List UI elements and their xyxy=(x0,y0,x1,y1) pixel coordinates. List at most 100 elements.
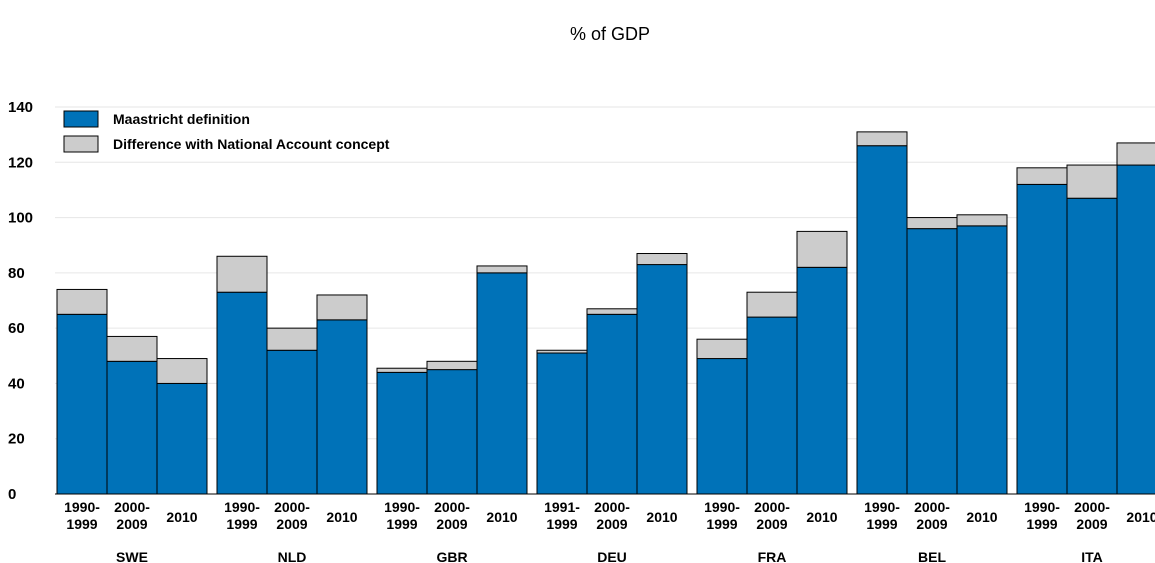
bar-maastricht xyxy=(906,228,958,495)
bar-difference xyxy=(746,291,798,318)
bar-difference xyxy=(1066,164,1118,199)
bar-difference xyxy=(106,335,158,362)
bar-difference xyxy=(1116,142,1155,166)
bar-maastricht xyxy=(376,371,428,495)
x-tick-label: 2010 xyxy=(326,509,357,525)
x-tick-label: 2009 xyxy=(596,516,627,532)
group-label: SWE xyxy=(116,549,148,563)
legend: Maastricht definition Difference with Na… xyxy=(63,110,390,153)
bar-maastricht xyxy=(796,266,848,495)
x-tick-label: 1999 xyxy=(386,516,417,532)
bar-maastricht xyxy=(856,145,908,495)
bar-difference xyxy=(536,349,588,354)
bar-maastricht xyxy=(476,272,528,495)
group-label: DEU xyxy=(597,549,627,563)
x-tick-label: 2009 xyxy=(756,516,787,532)
group-label: BEL xyxy=(918,549,946,563)
y-tick-label: 0 xyxy=(8,486,16,503)
bar-maastricht xyxy=(1066,197,1118,495)
bar-difference xyxy=(376,367,428,373)
x-tick-label: 1990- xyxy=(1024,499,1060,515)
bar-maastricht xyxy=(956,225,1008,495)
bars xyxy=(55,131,1155,495)
bar-difference xyxy=(156,358,208,384)
x-tick-label: 2009 xyxy=(276,516,307,532)
x-tick-label: 2000- xyxy=(914,499,950,515)
bar-maastricht xyxy=(426,369,478,495)
bar-maastricht xyxy=(266,349,318,495)
x-tick-label: 1999 xyxy=(1026,516,1057,532)
x-tick-label: 1991- xyxy=(544,499,580,515)
y-axis: 0 20 40 60 80 100 120 140 xyxy=(8,99,33,503)
bar-maastricht xyxy=(56,313,108,495)
legend-label-maastricht: Maastricht definition xyxy=(113,111,250,127)
bar-difference xyxy=(906,217,958,230)
bar-maastricht xyxy=(216,291,268,495)
group-label: NLD xyxy=(278,549,307,563)
bar-maastricht xyxy=(316,319,368,495)
bar-maastricht xyxy=(1016,183,1068,495)
x-tick-label: 1990- xyxy=(384,499,420,515)
x-tick-label: 1990- xyxy=(224,499,260,515)
y-tick-label: 60 xyxy=(8,320,25,337)
legend-swatch-maastricht xyxy=(63,110,99,128)
x-tick-label: 2000- xyxy=(434,499,470,515)
x-tick-label: 2010 xyxy=(806,509,837,525)
x-tick-label: 1999 xyxy=(546,516,577,532)
bar-difference xyxy=(316,294,368,321)
y-tick-label: 20 xyxy=(8,431,25,448)
x-tick-label: 2009 xyxy=(436,516,467,532)
bar-difference xyxy=(796,230,848,268)
bar-maastricht xyxy=(106,360,158,495)
bar-difference xyxy=(1016,167,1068,185)
bar-maastricht xyxy=(156,382,208,495)
bar-difference xyxy=(426,360,478,371)
bar-maastricht xyxy=(1116,164,1155,495)
x-tick-label: 2009 xyxy=(1076,516,1107,532)
y-tick-label: 80 xyxy=(8,265,25,282)
x-tick-label: 2000- xyxy=(1074,499,1110,515)
bar-difference xyxy=(266,327,318,351)
x-tick-label: 1999 xyxy=(706,516,737,532)
x-tick-label: 1990- xyxy=(864,499,900,515)
y-tick-label: 140 xyxy=(8,99,33,116)
x-tick-label: 1999 xyxy=(66,516,97,532)
bar-maastricht xyxy=(696,358,748,495)
legend-swatch-difference xyxy=(63,135,99,153)
group-label: GBR xyxy=(436,549,467,563)
y-tick-label: 100 xyxy=(8,210,33,227)
bar-maastricht xyxy=(636,264,688,495)
x-tick-label: 2000- xyxy=(114,499,150,515)
group-label: ITA xyxy=(1081,549,1103,563)
bar-maastricht xyxy=(586,313,638,495)
x-tick-label: 1999 xyxy=(866,516,897,532)
bar-difference xyxy=(216,255,268,293)
bar-difference xyxy=(56,288,108,315)
x-tick-label: 2000- xyxy=(754,499,790,515)
x-tick-label: 2010 xyxy=(966,509,997,525)
x-tick-label: 1999 xyxy=(226,516,257,532)
bar-maastricht xyxy=(536,352,588,495)
bar-difference xyxy=(586,308,638,315)
legend-label-difference: Difference with National Account concept xyxy=(113,136,390,152)
x-tick-label: 2010 xyxy=(646,509,677,525)
bar-difference xyxy=(636,253,688,266)
chart-title: % of GDP xyxy=(570,24,650,44)
y-tick-label: 40 xyxy=(8,375,25,392)
x-tick-label: 1990- xyxy=(704,499,740,515)
y-tick-label: 120 xyxy=(8,154,33,171)
x-tick-label: 2010 xyxy=(486,509,517,525)
x-tick-label: 2009 xyxy=(116,516,147,532)
group-label: FRA xyxy=(758,549,787,563)
bar-difference xyxy=(956,214,1008,227)
bar-difference xyxy=(696,338,748,360)
x-tick-label: 2009 xyxy=(916,516,947,532)
x-tick-label: 2000- xyxy=(594,499,630,515)
x-tick-label: 2010 xyxy=(166,509,197,525)
x-tick-label: 1990- xyxy=(64,499,100,515)
bar-difference xyxy=(856,131,908,147)
bar-difference xyxy=(476,265,528,274)
x-tick-label: 2010 xyxy=(1126,509,1155,525)
